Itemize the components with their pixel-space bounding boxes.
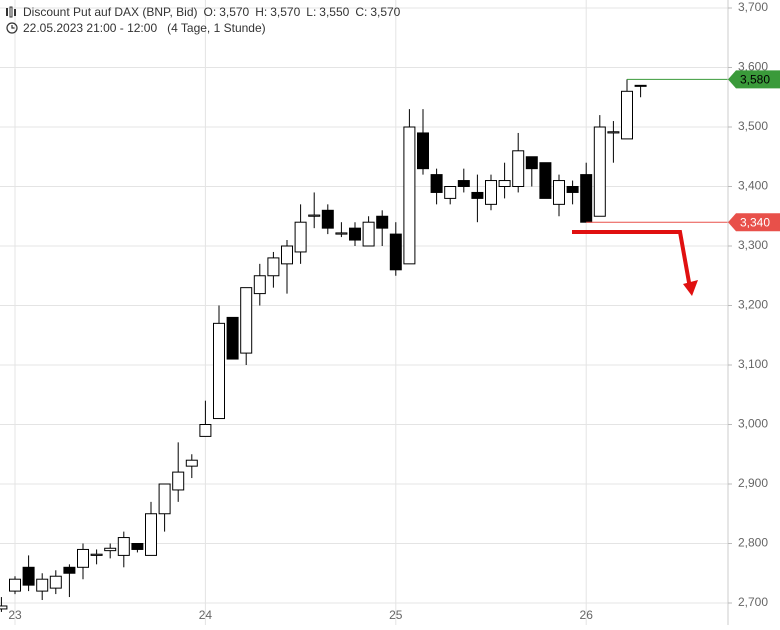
- y-tick-label: 3,500: [738, 119, 768, 133]
- x-tick-label: 26: [580, 608, 594, 622]
- x-tick-label: 23: [8, 608, 22, 622]
- ohlc-value: 3,570: [370, 5, 400, 19]
- ohlc-name: C:: [355, 5, 367, 19]
- ohlc-value: 3,570: [219, 5, 249, 19]
- y-tick-label: 3,300: [738, 238, 768, 252]
- grid: [0, 0, 728, 625]
- candle-body: [403, 126, 416, 265]
- candle-body: [607, 131, 620, 134]
- title: Discount Put auf DAX (BNP, Bid): [23, 5, 198, 19]
- header-line: Discount Put auf DAX (BNP, Bid) O: 3,570 H:…: [23, 5, 401, 19]
- y-tick-label: 3,400: [738, 179, 768, 193]
- candle-body: [525, 156, 538, 170]
- candle-body: [90, 553, 103, 556]
- candle-body: [240, 287, 253, 354]
- span: (4 Tage, 1 Stunde): [167, 21, 266, 35]
- candle-body: [335, 232, 348, 235]
- candle-body: [321, 209, 334, 229]
- ohlc-name: L:: [306, 5, 316, 19]
- candles: [0, 78, 728, 612]
- candle-body: [553, 180, 565, 205]
- y-tick-label: 3,700: [738, 0, 768, 14]
- candle-body: [185, 459, 198, 467]
- candle-body: [63, 566, 76, 574]
- candle-body: [485, 180, 497, 205]
- candle-body: [362, 221, 375, 247]
- y-tick-label: 2,700: [738, 595, 768, 609]
- candle-body: [430, 174, 443, 193]
- candle-body: [77, 548, 89, 568]
- candle-body: [376, 215, 389, 229]
- candle-body: [131, 543, 144, 550]
- y-tick-label: 3,600: [738, 60, 768, 74]
- x-tick-label: 25: [389, 608, 403, 622]
- price-tag: [728, 213, 780, 232]
- candle-body: [117, 537, 130, 556]
- candle-body: [389, 233, 402, 271]
- candle-body: [281, 245, 293, 265]
- header-period: 22.05.2023 21:00 - 12:00 (4 Tage, 1 Stund…: [23, 21, 266, 35]
- candle-body: [580, 174, 593, 223]
- price-tag-label: 3,340: [740, 215, 770, 229]
- y-tick-label: 2,900: [738, 476, 768, 490]
- candle-body: [349, 227, 361, 241]
- arrow-head: [683, 280, 698, 296]
- candle-body: [471, 191, 484, 199]
- period: 22.05.2023 21:00 - 12:00: [23, 21, 157, 35]
- candle-body: [36, 578, 49, 592]
- candle-body: [9, 578, 21, 592]
- candle-body: [539, 162, 552, 199]
- y-tick-label: 3,200: [738, 298, 768, 312]
- y-tick-label: 3,100: [738, 357, 768, 371]
- candle-body: [49, 575, 62, 589]
- candle-body: [308, 214, 321, 217]
- axis: 2,700 2,800 2,900 3,000 3,100 3,200 3,300 3,400…: [8, 0, 780, 625]
- candle-body: [457, 180, 470, 188]
- candle-body: [444, 186, 457, 199]
- candle-body: [172, 471, 185, 491]
- candle-body: [226, 316, 239, 360]
- candle-body: [158, 483, 171, 515]
- header: Discount Put auf DAX (BNP, Bid) O: 3,570 H:…: [6, 5, 401, 35]
- candle-body: [0, 605, 8, 610]
- candle-body: [498, 180, 511, 188]
- candle-body: [199, 424, 212, 437]
- candle-body: [417, 132, 429, 170]
- ohlc-value: 3,550: [319, 5, 349, 19]
- candle-body: [213, 322, 225, 420]
- ohlc-value: 3,570: [270, 5, 300, 19]
- candle-body: [104, 547, 117, 552]
- candle-body: [621, 90, 633, 140]
- candle-body: [253, 275, 266, 295]
- arrow: [572, 230, 692, 289]
- candle-body: [566, 186, 579, 193]
- ohlc-name: H:: [255, 5, 267, 19]
- candle-body: [294, 221, 307, 253]
- candle-body: [145, 513, 157, 556]
- ohlc-name: O:: [204, 5, 217, 19]
- candle-body: [22, 566, 35, 586]
- candle-body: [512, 150, 525, 188]
- candle-body: [593, 126, 606, 217]
- x-tick-label: 24: [199, 608, 213, 622]
- y-tick-label: 3,000: [738, 417, 768, 431]
- price-tag-label: 3,580: [740, 73, 770, 87]
- price-tag: [728, 70, 780, 89]
- y-tick-label: 2,800: [738, 536, 768, 550]
- candle-body: [267, 257, 280, 277]
- candle-body: [634, 84, 647, 87]
